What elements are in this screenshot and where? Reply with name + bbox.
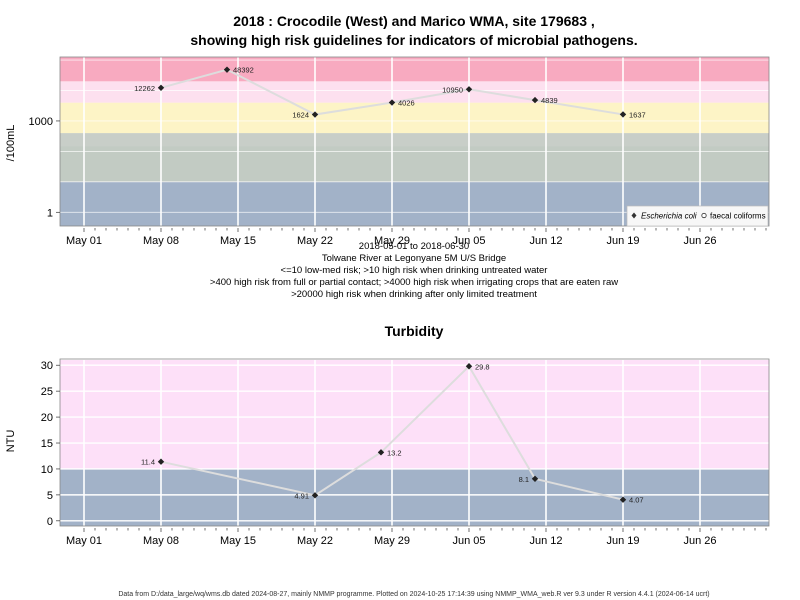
chart1-point — [157, 84, 165, 91]
chart1-data-label: 48392 — [233, 66, 254, 75]
chart2-title: Turbidity — [385, 323, 444, 339]
chart1-plot: May 01 May 08 May 15 May 22 May 29 Jun 05 Jun … — [29, 56, 770, 247]
chart2-xtick-label: May 08 — [143, 535, 179, 547]
chart1-data-label: 4026 — [398, 99, 415, 108]
footer-credit: Data from D:/data_large/wq/wms.db dated … — [118, 591, 709, 598]
chart1-data-label: 1624 — [292, 111, 309, 120]
chart1-point — [311, 111, 319, 118]
chart1-ylabel: /100mL — [5, 125, 17, 162]
chart1-risk-band — [60, 146, 769, 182]
chart2-data-label: 4.07 — [629, 496, 644, 505]
chart2-xtick-label: Jun 26 — [683, 535, 716, 547]
chart2-xtick-label: Jun 05 — [452, 535, 485, 547]
chart1-ytick-label: 1000 — [29, 116, 53, 128]
chart2-data-label: 8.1 — [519, 475, 529, 484]
chart1-note-range: 2018-05-01 to 2018-06-30 — [359, 241, 469, 252]
chart1-note-site: Tolwane River at Legonyane 5M U/S Bridge — [322, 253, 506, 264]
chart2-xtick-label: May 29 — [374, 535, 410, 547]
chart1-data-label: 10950 — [442, 85, 463, 94]
chart1-xtick-label: May 01 — [66, 235, 102, 247]
chart1-ytick-label: 1 — [47, 207, 53, 219]
chart2-series-line — [160, 364, 624, 501]
chart1-legend: Escherichia coli faecal coliforms — [626, 205, 769, 227]
chart2-risk-band — [60, 360, 769, 469]
chart1-point — [531, 96, 539, 104]
chart1-subtitle: showing high risk guidelines for indicat… — [190, 32, 637, 48]
chart2-point — [311, 492, 319, 499]
chart2-ytick-label: 0 — [47, 516, 53, 528]
chart2-point — [531, 475, 539, 483]
legend-ecoli-marker — [631, 212, 637, 219]
chart2-xtick-label: Jun 19 — [606, 535, 639, 547]
chart1-note-risk2: >400 high risk from full or partial cont… — [210, 277, 618, 288]
legend-faecal-marker — [701, 212, 707, 219]
chart2-risk-band — [60, 468, 769, 526]
chart1-point — [465, 86, 473, 93]
chart2-data-label: 29.8 — [475, 362, 490, 371]
chart1-note-risk1: <=10 low-med risk; >10 high risk when dr… — [281, 265, 548, 276]
chart2-ytick-label: 30 — [41, 360, 53, 372]
chart1-data-label: 1637 — [629, 110, 646, 119]
chart2-data-label: 4.91 — [294, 491, 309, 500]
chart1-point — [619, 111, 627, 118]
chart1-data-label: 12262 — [134, 84, 155, 93]
chart1-xtick-label: May 15 — [220, 235, 256, 247]
chart1-frame — [59, 56, 770, 227]
chart2-ytick-label: 25 — [41, 386, 53, 398]
chart2-xtick-label: May 01 — [66, 535, 102, 547]
chart2-data-label: 11.4 — [141, 458, 155, 467]
chart2-plot: May 01 May 08 May 15 May 22 May 29 Jun 05 Jun … — [41, 358, 770, 547]
chart1-risk-band — [60, 102, 769, 134]
chart1-xtick-label: Jun 26 — [683, 235, 716, 247]
chart1-point — [223, 66, 231, 73]
chart2-ytick-label: 10 — [41, 464, 53, 476]
chart1-xtick-label: Jun 19 — [606, 235, 639, 247]
legend-faecal-label: faecal coliforms — [710, 212, 766, 221]
chart2-point — [619, 496, 627, 503]
chart2-xtick-label: Jun 12 — [529, 535, 562, 547]
chart2-xtick-label: May 15 — [220, 535, 256, 547]
chart1-note-risk3: >20000 high risk when drinking after onl… — [291, 289, 537, 300]
chart2-ytick-label: 15 — [41, 438, 53, 450]
chart1-risk-band — [60, 133, 769, 147]
chart1-xtick-label: Jun 05 — [452, 235, 485, 247]
chart2-ytick-label: 20 — [41, 412, 53, 424]
chart2-frame — [59, 358, 770, 527]
chart1-xtick-label: Jun 12 — [529, 235, 562, 247]
legend-ecoli-label: Escherichia coli — [641, 212, 697, 221]
chart2-point — [157, 458, 165, 465]
chart1-xtick-label: May 08 — [143, 235, 179, 247]
chart2-data-label: 13.2 — [387, 448, 402, 457]
chart1-xtick-label: May 29 — [374, 235, 410, 247]
chart2-ylabel: NTU — [5, 430, 17, 453]
chart2-point — [377, 449, 385, 456]
chart2-ytick-label: 5 — [47, 490, 53, 502]
chart2-xtick-label: May 22 — [297, 535, 333, 547]
chart1-title: 2018 : Crocodile (West) and Marico WMA, … — [233, 13, 595, 29]
chart1-risk-band — [60, 57, 769, 82]
chart1-xtick-label: May 22 — [297, 235, 333, 247]
chart1-point — [388, 99, 396, 106]
chart2-point — [465, 363, 473, 370]
chart1-data-label: 4839 — [541, 96, 558, 105]
